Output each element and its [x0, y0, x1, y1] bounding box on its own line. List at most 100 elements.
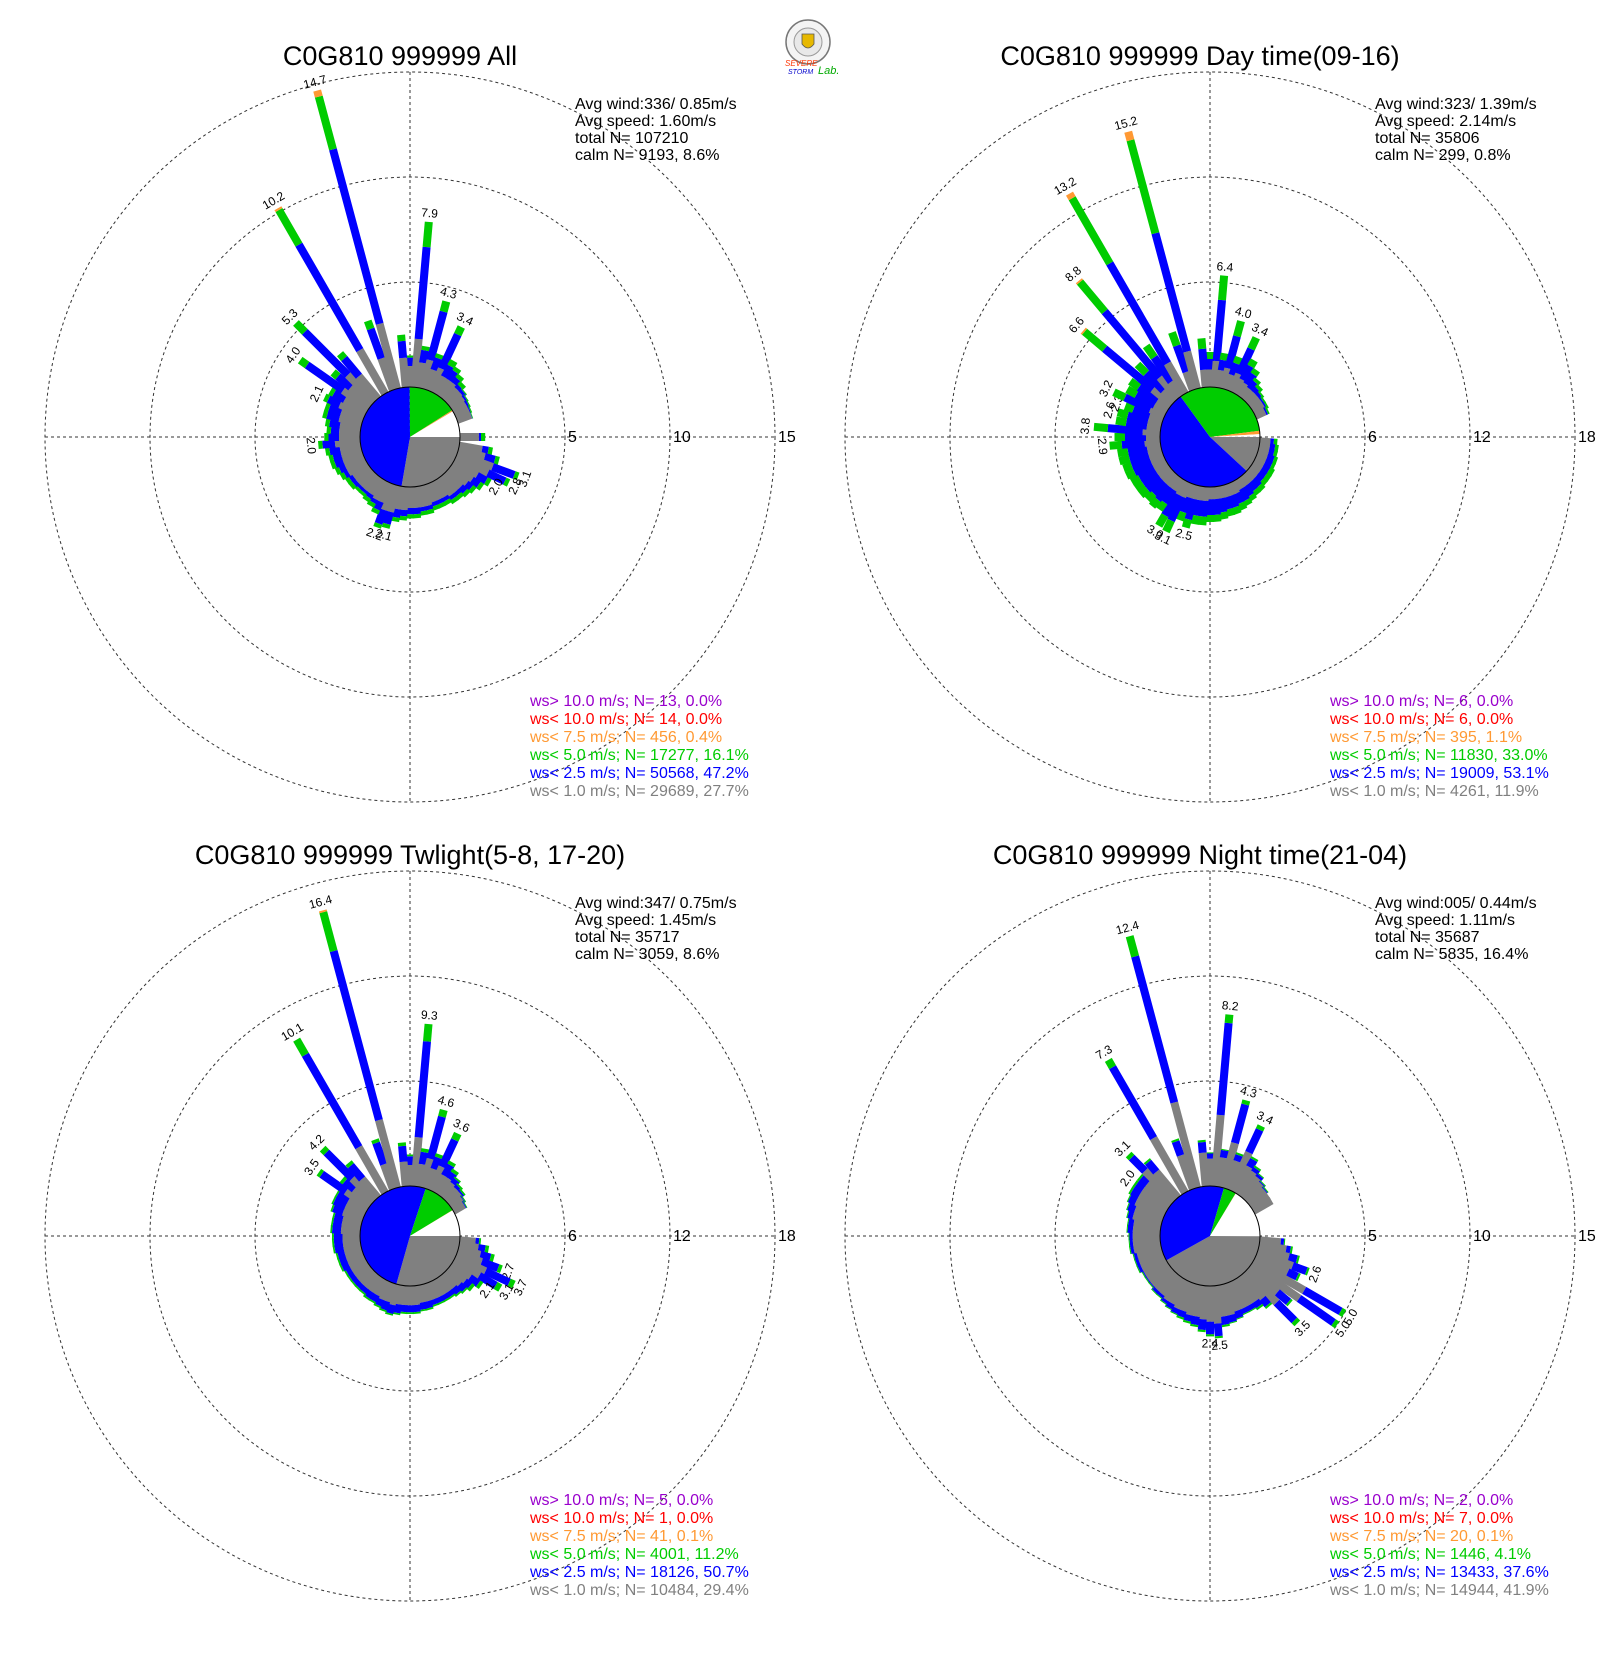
- bar-segment-lt5: [406, 1312, 414, 1314]
- bar-segment-lt25: [406, 1156, 414, 1165]
- bar-segment-lt1: [1178, 480, 1193, 499]
- bar-segment-lt25: [412, 1304, 421, 1313]
- bar-segment-lt5: [398, 515, 408, 521]
- info-line: Avg wind:323/ 1.39m/s: [1375, 96, 1537, 113]
- bar-segment-lt75: [313, 89, 323, 98]
- bar-segment-lt25: [1173, 344, 1191, 374]
- bar-segment-lt5: [437, 1300, 446, 1306]
- bar-segment-lt1: [399, 1161, 410, 1187]
- bar-segment-lt1: [1242, 1268, 1280, 1306]
- bar-segment-lt25: [1128, 1217, 1135, 1227]
- bar-segment-lt1: [1253, 407, 1267, 420]
- bar-segment-lt1: [1227, 1150, 1253, 1193]
- bar-segment-lt5: [1250, 367, 1260, 377]
- ring-label: 10: [673, 429, 691, 446]
- bar-value-label: 2.5: [1211, 1338, 1229, 1353]
- bar-segment-lt5: [1126, 139, 1160, 235]
- bar-segment-lt25: [1132, 405, 1152, 419]
- bar-segment-lt5: [1263, 400, 1269, 409]
- bar-segment-lt5: [339, 1176, 348, 1185]
- bar-segment-lt25: [491, 463, 516, 479]
- bar-segment-lt25: [332, 1197, 348, 1210]
- bar-segment-lt25: [1285, 1245, 1291, 1255]
- grid-ring: [949, 975, 1471, 1497]
- bar-segment-lt5: [1082, 328, 1108, 352]
- bar-segment-lt5: [1252, 377, 1261, 386]
- bar-segment-lt5: [1197, 338, 1207, 350]
- bar-segment-lt5: [1148, 1281, 1155, 1289]
- legend-entry-lt5: ws< 5.0 m/s; N= 4001, 11.2%: [529, 1546, 739, 1563]
- bar-segment-lt1: [1134, 1197, 1167, 1219]
- bar-segment-lt5: [1253, 1165, 1262, 1172]
- bar-value-label: 3.8: [1078, 417, 1093, 435]
- bar-segment-lt5: [1285, 1298, 1293, 1307]
- ring-label: 6: [1368, 429, 1377, 446]
- bar-value-label: 13.2: [1051, 174, 1079, 198]
- info-line: Avg speed: 1.11m/s: [1375, 912, 1515, 929]
- bar-segment-lt1: [1150, 386, 1175, 408]
- bar-segment-lt25: [478, 433, 481, 441]
- bar-segment-lt25: [438, 332, 462, 371]
- bar-segment-lt1: [1150, 1136, 1189, 1195]
- bar-value-label: 2.5: [1174, 526, 1194, 544]
- bar-segment-lt1: [451, 458, 479, 480]
- pie-slice-lt1: [396, 1236, 460, 1286]
- bar-segment-lt5: [1212, 514, 1222, 522]
- bar-segment-lt5: [293, 320, 308, 335]
- bar-segment-lt5: [1182, 1319, 1192, 1324]
- grid-ring: [44, 71, 776, 803]
- bar-segment-lt5: [1338, 1307, 1347, 1317]
- bar-segment-lt5: [419, 1308, 428, 1312]
- bar-segment-lt1: [1158, 1271, 1181, 1297]
- bar-segment-lt5: [1126, 1194, 1132, 1203]
- bar-segment-lt25: [1131, 955, 1179, 1104]
- windrose-panel-3: C0G810 999999 Twlight(5-8, 17-20) 6 12 18 9.…: [44, 840, 796, 1602]
- bar-segment-lt1: [355, 1145, 389, 1195]
- bar-segment-lt1: [445, 466, 469, 488]
- bar-segment-lt5: [330, 1203, 335, 1212]
- bar-segment-lt1: [1148, 405, 1167, 420]
- bar-segment-lt1: [1245, 1187, 1267, 1207]
- bar-segment-lt25: [1235, 347, 1255, 376]
- legend-entry-lt25: ws< 2.5 m/s; N= 13433, 37.6%: [1329, 1564, 1549, 1581]
- bar-segment-lt5: [381, 522, 391, 529]
- bar-segment-lt5: [452, 366, 462, 375]
- ring-label: 5: [1368, 1228, 1377, 1245]
- bar-segment-lt1: [1235, 1274, 1259, 1304]
- bar-segment-lt1: [423, 1167, 438, 1191]
- bar-segment-lt25: [430, 357, 443, 372]
- bar-segment-lt1: [1191, 1284, 1206, 1317]
- info-line: total N= 35806: [1375, 130, 1480, 147]
- bar-segment-lt5: [324, 433, 329, 441]
- bar-segment-lt1: [419, 1157, 435, 1189]
- bar-segment-lt5: [335, 1251, 340, 1260]
- bar-segment-lt25: [1154, 483, 1172, 502]
- windrose-panel-1: C0G810 999999 All 5 10 15 7.9 4.3 3.4 3.12.8 2.0…: [44, 41, 796, 803]
- bar-segment-lt5: [449, 496, 459, 505]
- bar-segment-lt5: [330, 1218, 334, 1227]
- pie-slice-lt75: [410, 1210, 453, 1236]
- bar-segment-lt5: [339, 1263, 345, 1272]
- info-line: calm N= 299, 0.8%: [1375, 147, 1511, 164]
- bar-segment-lt5: [334, 1190, 340, 1198]
- bar-value-label: 7.9: [421, 205, 439, 220]
- bar-segment-lt25: [1125, 433, 1146, 441]
- bar-segment-lt5: [1116, 408, 1129, 419]
- bar-value-label: 8.2: [1221, 998, 1239, 1013]
- bar-segment-lt5: [337, 1257, 342, 1266]
- legend-entry-lt1: ws< 1.0 m/s; N= 10484, 29.4%: [529, 1582, 749, 1599]
- bar-segment-lt25: [1129, 1238, 1134, 1247]
- info-line: calm N= 5835, 16.4%: [1375, 946, 1528, 963]
- bar-segment-lt1: [351, 1186, 375, 1207]
- bar-segment-lt25: [1151, 232, 1191, 353]
- bar-value-label: 3.6: [451, 1116, 472, 1136]
- bar-segment-lt5: [1331, 1319, 1340, 1329]
- bar-segment-lt5: [397, 1142, 407, 1147]
- bar-segment-lt5: [1122, 461, 1134, 473]
- bar-segment-lt25: [1171, 1140, 1185, 1157]
- legend-entry-lt5: ws< 5.0 m/s; N= 17277, 16.1%: [529, 747, 749, 764]
- bar-segment-lt1: [1255, 1249, 1294, 1270]
- bar-segment-lt5: [1126, 1224, 1129, 1233]
- bar-segment-lt25: [1102, 345, 1156, 393]
- bar-segment-lt25: [1145, 475, 1164, 493]
